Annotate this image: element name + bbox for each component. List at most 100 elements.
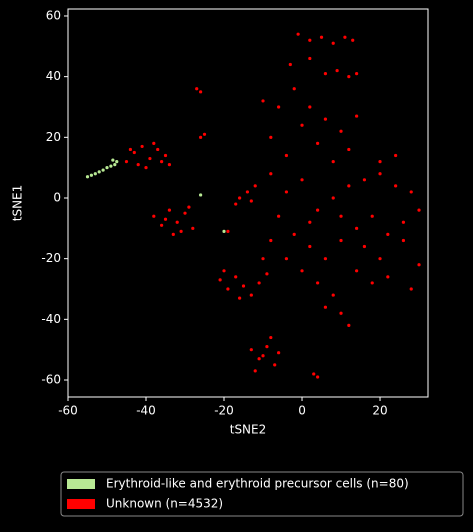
legend-label: Unknown (n=4532) [106,497,223,511]
point [160,223,164,227]
x-tick-label: -40 [136,404,156,418]
point [160,159,164,164]
point [316,375,320,379]
point [288,62,292,67]
point [335,68,339,73]
y-tick-label: 40 [46,69,61,83]
point [249,199,253,203]
point [183,211,187,215]
point [199,135,203,139]
point [97,170,101,174]
x-tick-label: -20 [214,404,234,418]
point [234,202,238,206]
point [292,232,296,236]
point [148,156,152,161]
point [331,159,335,164]
point [296,32,300,36]
x-axis-label: tSNE2 [230,423,267,437]
point [195,87,199,91]
point [132,150,136,155]
point [362,178,367,182]
point [124,159,129,164]
point [109,164,113,168]
point [113,163,117,167]
point [339,238,343,243]
point [347,184,351,188]
point [308,244,312,249]
point [323,72,328,76]
point [394,184,398,188]
point [316,281,320,285]
y-tick-label: 0 [53,190,61,204]
point [316,208,320,212]
point [156,147,160,152]
y-tick-label: -60 [41,373,61,387]
point [319,35,324,39]
point [226,229,230,233]
point [323,257,328,261]
legend-box [60,471,464,517]
y-axis-label: tSNE1 [11,185,25,222]
point [171,232,175,236]
point [292,87,296,91]
point [144,166,148,170]
point [269,335,273,340]
x-tick-label: 20 [372,404,387,418]
point [401,238,406,243]
point [261,257,265,261]
point [222,269,226,273]
point [300,123,304,127]
point [284,257,289,261]
point [386,275,390,279]
y-tick-label: 60 [46,8,61,22]
point [339,311,343,315]
point [111,158,115,162]
point [269,135,273,139]
point [277,214,281,218]
point [277,105,281,109]
point [89,173,94,177]
point [323,117,328,121]
point [300,178,304,182]
point [257,357,261,361]
point [167,208,172,212]
point [179,229,183,233]
point [343,35,347,39]
point [331,41,335,45]
point [199,90,203,94]
point [401,220,406,224]
point [238,296,242,300]
point [355,226,359,230]
point [136,163,140,167]
point [339,214,343,218]
x-tick-label: -60 [58,404,78,418]
legend-label: Erythroid-like and erythroid precursor c… [106,477,409,491]
point [355,72,359,76]
point [378,257,382,261]
point [152,141,156,145]
point [238,196,242,200]
point [331,293,335,297]
point [140,144,144,149]
point [241,284,246,288]
point [253,184,257,188]
point [308,220,312,224]
point [199,193,203,197]
point [234,275,238,279]
point [202,132,207,136]
point [316,141,320,145]
point [163,153,168,158]
point [300,269,304,273]
point [312,372,316,376]
point [273,363,277,367]
point [386,232,390,236]
point [249,293,253,297]
point [93,172,97,176]
x-tick-label: 0 [298,404,306,418]
point [284,153,289,158]
point [323,305,328,309]
point [85,175,90,179]
point [378,159,382,164]
point [249,348,253,352]
